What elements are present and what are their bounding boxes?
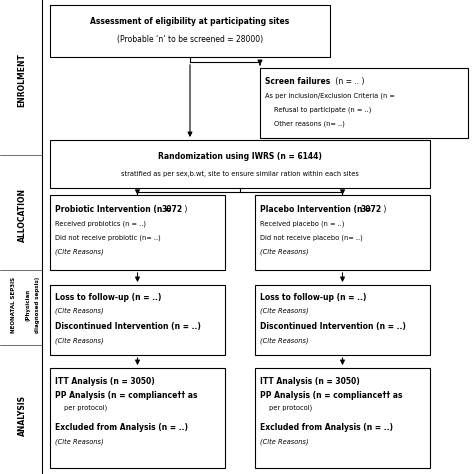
- Bar: [255, 368, 430, 468]
- Text: ALLOCATION: ALLOCATION: [18, 188, 27, 242]
- Text: Discontinued Intervention (n = ..): Discontinued Intervention (n = ..): [55, 322, 201, 331]
- Text: Screen failures: Screen failures: [265, 76, 330, 85]
- Text: ITT Analysis (n = 3050): ITT Analysis (n = 3050): [55, 376, 155, 385]
- Bar: [255, 285, 430, 355]
- Text: Loss to follow-up (n = ..): Loss to follow-up (n = ..): [55, 293, 161, 302]
- Bar: [255, 195, 430, 270]
- Text: (Cite Reasons): (Cite Reasons): [260, 337, 309, 344]
- Text: Assessment of eligibility at participating sites: Assessment of eligibility at participati…: [91, 17, 290, 26]
- Text: Randomization using IWRS (n = 6144): Randomization using IWRS (n = 6144): [158, 152, 322, 161]
- Bar: [50, 195, 225, 270]
- Text: ANALYSIS: ANALYSIS: [18, 394, 27, 436]
- Text: ENROLMENT: ENROLMENT: [18, 53, 27, 107]
- Text: (Cite Reasons): (Cite Reasons): [260, 439, 309, 445]
- Text: (n = .. ): (n = .. ): [333, 76, 365, 85]
- Bar: [50, 285, 225, 355]
- Text: NEONATAL SEP3IS: NEONATAL SEP3IS: [11, 277, 17, 333]
- Bar: [50, 368, 225, 468]
- Text: Received placebo (n = ..): Received placebo (n = ..): [260, 221, 345, 227]
- Text: Did not receive probiotic (n= ..): Did not receive probiotic (n= ..): [55, 235, 161, 241]
- Bar: [260, 68, 468, 138]
- Text: (Cite Reasons): (Cite Reasons): [55, 439, 104, 445]
- Text: ): ): [182, 204, 187, 213]
- Text: Placebo Intervention (n =: Placebo Intervention (n =: [260, 204, 374, 213]
- Text: Refusal to participate (n = ..): Refusal to participate (n = ..): [274, 107, 371, 113]
- Text: stratified as per sex,b.wt, site to ensure similar ration within each sites: stratified as per sex,b.wt, site to ensu…: [121, 171, 359, 177]
- Text: Received probiotics (n = ..): Received probiotics (n = ..): [55, 221, 146, 227]
- Text: ITT Analysis (n = 3050): ITT Analysis (n = 3050): [260, 376, 360, 385]
- Text: PP Analysis (n = compliance†† as: PP Analysis (n = compliance†† as: [55, 391, 198, 400]
- Text: (Cite Reasons): (Cite Reasons): [55, 249, 104, 255]
- Text: PP Analysis (n = compliance†† as: PP Analysis (n = compliance†† as: [260, 391, 402, 400]
- Bar: [50, 140, 430, 188]
- Text: Did not receive placebo (n= ..): Did not receive placebo (n= ..): [260, 235, 363, 241]
- Text: (Cite Reasons): (Cite Reasons): [260, 308, 309, 314]
- Text: diagnosed sepsis): diagnosed sepsis): [36, 277, 40, 333]
- Text: Discontinued Intervention (n = ..): Discontinued Intervention (n = ..): [260, 322, 406, 331]
- Text: Probiotic Intervention (n =: Probiotic Intervention (n =: [55, 204, 174, 213]
- Text: (Cite Reasons): (Cite Reasons): [55, 308, 104, 314]
- Text: Excluded from Analysis (n = ..): Excluded from Analysis (n = ..): [260, 423, 393, 432]
- Text: per protocol): per protocol): [269, 405, 312, 411]
- Text: As per Inclusion/Exclusion Criteria (n =: As per Inclusion/Exclusion Criteria (n =: [265, 93, 395, 99]
- Text: ): ): [381, 204, 386, 213]
- Text: (Cite Reasons): (Cite Reasons): [55, 337, 104, 344]
- Text: 3072: 3072: [162, 204, 183, 213]
- Bar: [50, 5, 330, 57]
- Text: (Probable ‘n’ to be screened = 28000): (Probable ‘n’ to be screened = 28000): [117, 35, 263, 44]
- Text: (Physician: (Physician: [26, 289, 30, 321]
- Text: per protocol): per protocol): [64, 405, 107, 411]
- Text: (Cite Reasons): (Cite Reasons): [260, 249, 309, 255]
- Text: Loss to follow-up (n = ..): Loss to follow-up (n = ..): [260, 293, 366, 302]
- Text: 3072: 3072: [361, 204, 382, 213]
- Text: Other reasons (n= ..): Other reasons (n= ..): [274, 121, 345, 127]
- Text: Excluded from Analysis (n = ..): Excluded from Analysis (n = ..): [55, 423, 188, 432]
